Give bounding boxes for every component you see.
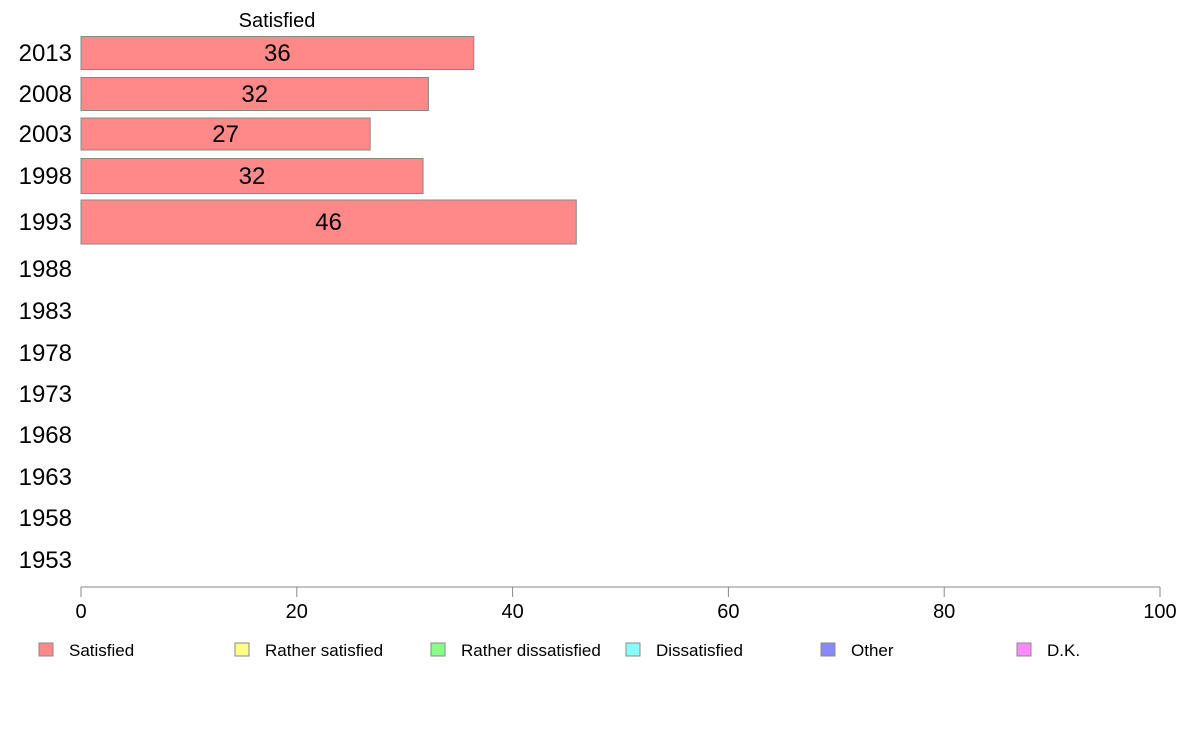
year-label-1988: 1988 (19, 256, 72, 283)
year-label-1953: 1953 (19, 547, 72, 574)
year-label-1998: 1998 (19, 163, 72, 190)
legend-label-satisfied: Satisfied (69, 641, 134, 660)
legend-swatch-rather-satisfied (234, 642, 250, 657)
year-label-1968: 1968 (19, 422, 72, 449)
legend-label-d-k: D.K. (1047, 641, 1080, 660)
legend-label-rather-satisfied: Rather satisfied (265, 641, 383, 660)
year-label-1993: 1993 (19, 209, 72, 236)
series-top-label: Satisfied (239, 10, 316, 32)
bar-1998 (80, 158, 424, 194)
legend-swatch-rather-dissatisfied (430, 642, 446, 657)
bar-value-label-1993: 46 (315, 209, 342, 236)
legend: Satisfied Rather satisfied Rather dissatis… (38, 641, 1080, 660)
year-labels-group: 2013 2008 2003 1998 1993 1988 1983 1978 1973 1968… (19, 40, 72, 574)
year-label-2008: 2008 (19, 81, 72, 108)
x-tick-label-100: 100 (1143, 601, 1176, 623)
legend-swatch-d-k (1016, 642, 1032, 657)
legend-swatch-other (820, 642, 836, 657)
year-label-2013: 2013 (19, 40, 72, 67)
bar-value-label-2013: 36 (264, 40, 291, 67)
bar-2013 (80, 36, 475, 70)
legend-label-dissatisfied: Dissatisfied (656, 641, 743, 660)
year-label-1973: 1973 (19, 381, 72, 408)
x-tick-label-0: 0 (75, 601, 86, 623)
legend-label-other: Other (851, 641, 894, 660)
legend-label-rather-dissatisfied: Rather dissatisfied (461, 641, 601, 660)
bar-2003 (80, 117, 371, 151)
x-axis: 0 20 40 60 80 100 (75, 586, 1177, 623)
year-label-1978: 1978 (19, 340, 72, 367)
year-label-1958: 1958 (19, 505, 72, 532)
bar-value-label-2003: 27 (212, 121, 239, 148)
bar-value-label-2008: 32 (241, 81, 268, 108)
x-tick-label-20: 20 (286, 601, 308, 623)
bar-value-label-1998: 32 (239, 163, 266, 190)
x-tick-label-40: 40 (501, 601, 523, 623)
year-label-1983: 1983 (19, 298, 72, 325)
legend-swatch-satisfied (38, 642, 54, 657)
legend-swatch-dissatisfied (625, 642, 641, 657)
bar-1993 (80, 199, 577, 245)
x-tick-label-80: 80 (933, 601, 955, 623)
year-label-2003: 2003 (19, 121, 72, 148)
bar-2008 (80, 77, 429, 111)
year-label-1963: 1963 (19, 464, 72, 491)
x-tick-label-60: 60 (717, 601, 739, 623)
